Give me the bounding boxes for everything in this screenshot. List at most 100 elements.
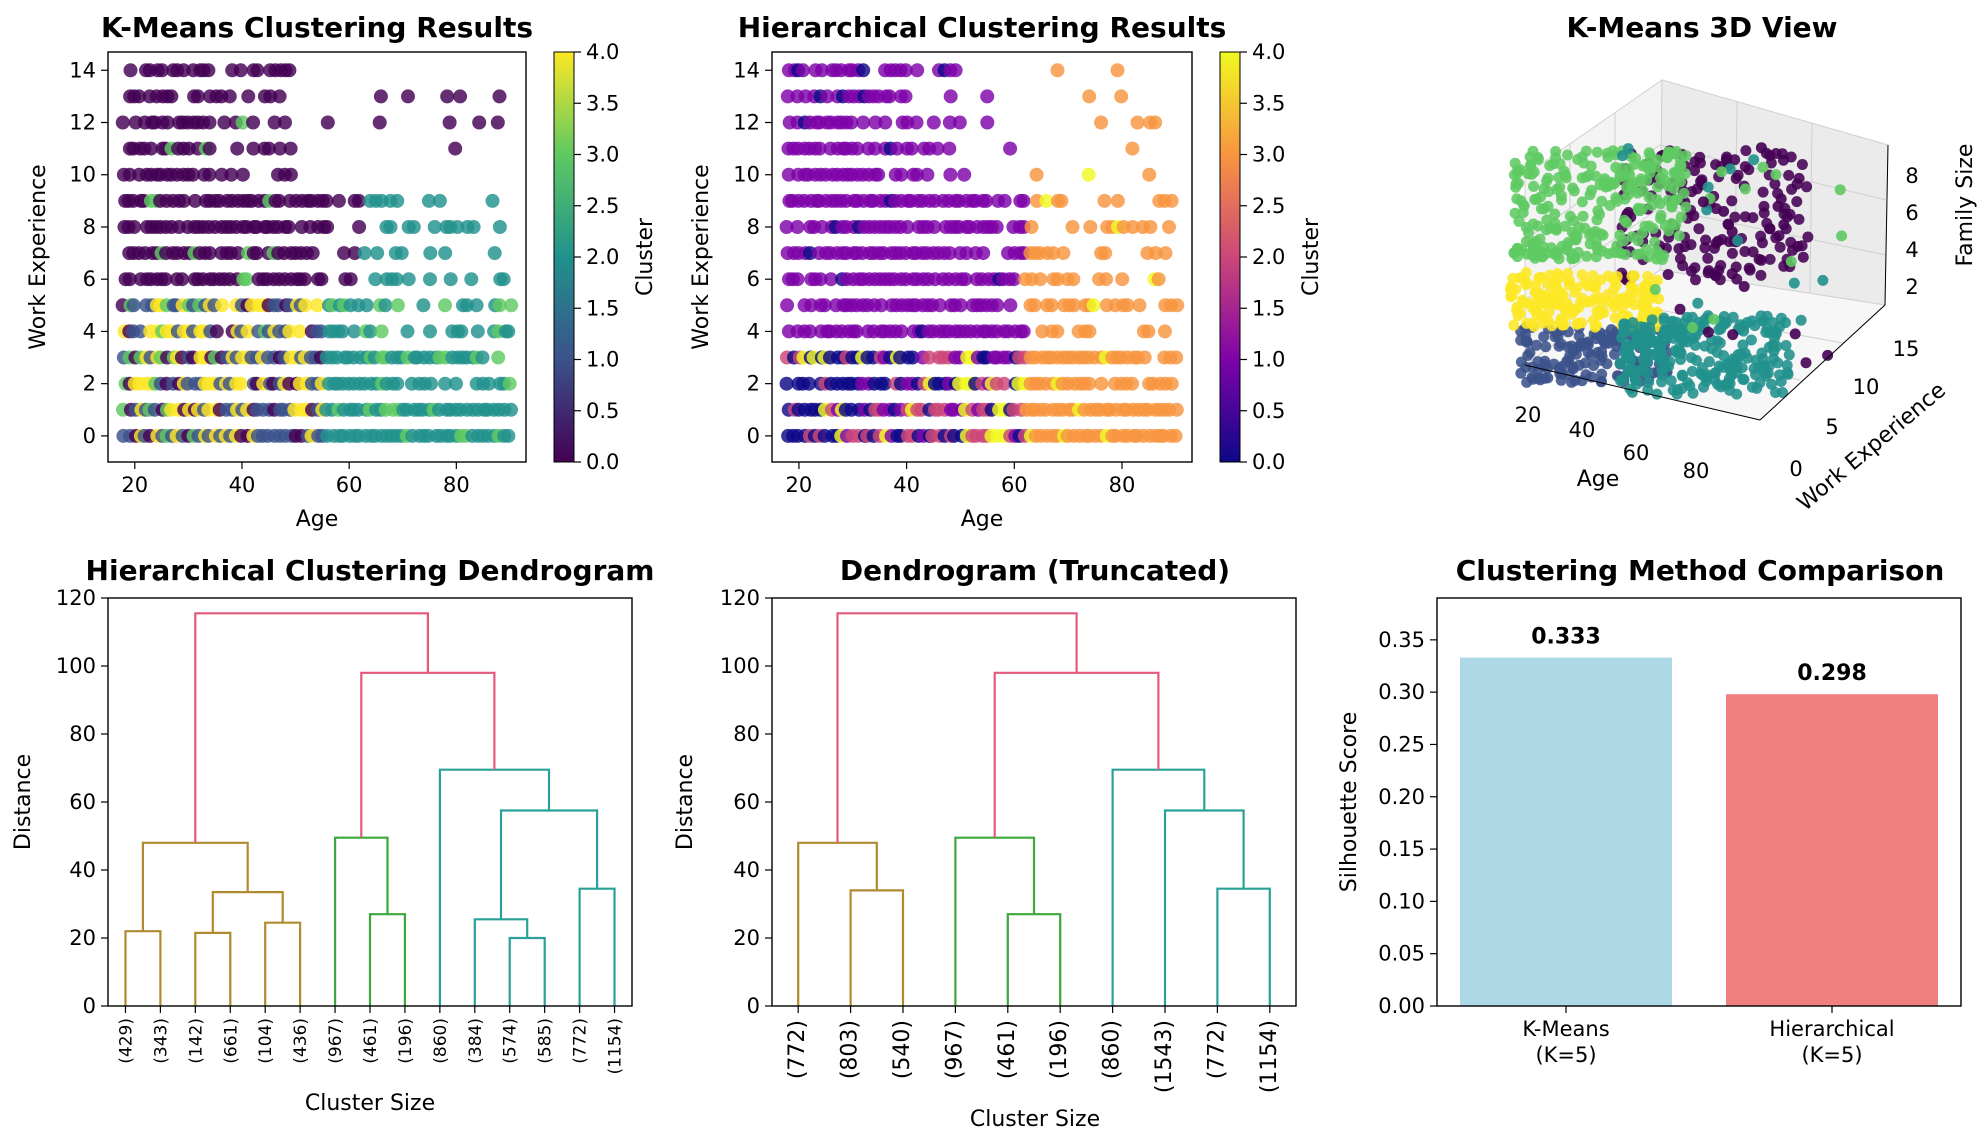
scatter-3d-point: [1702, 326, 1714, 338]
scatter-point: [1157, 324, 1172, 339]
y-tick-label: 0: [83, 994, 96, 1018]
scatter-3d-point: [1624, 351, 1636, 362]
scatter-point: [1164, 376, 1179, 391]
scatter-3d-point: [1784, 208, 1796, 220]
scatter-3d-point: [1746, 381, 1758, 393]
scatter-3d-point: [1528, 180, 1540, 192]
scatter-point: [812, 141, 827, 156]
scatter-3d-point: [1692, 297, 1704, 309]
colorbar-tick-label: 1.0: [1252, 348, 1285, 372]
leaf-label: (461): [361, 1018, 381, 1064]
scatter-point: [390, 193, 405, 208]
dendrogram-link: [499, 809, 599, 920]
leaf-label: (860): [431, 1018, 451, 1064]
scatter-3d-point: [1649, 236, 1661, 248]
scatter-point: [188, 193, 203, 208]
scatter-point: [1033, 272, 1048, 287]
scatter-3d-point: [1674, 253, 1686, 265]
scatter-point: [224, 167, 239, 182]
y-tick-label: 6: [83, 267, 96, 291]
scatter-point: [454, 324, 469, 339]
scatter-3d-point: [1760, 326, 1772, 338]
colorbar-tick-label: 3.5: [1252, 91, 1285, 115]
scatter-3d-point: [1511, 242, 1523, 254]
scatter-point: [1168, 428, 1183, 443]
scatter-3d-point: [1610, 192, 1622, 204]
scatter-point: [123, 63, 138, 78]
y-tick-label: 12: [733, 111, 760, 135]
scatter-3d-point: [1576, 196, 1588, 208]
scatter-3d-point: [1747, 212, 1759, 224]
scatter-3d-point: [1562, 237, 1574, 248]
scatter-point: [190, 89, 205, 104]
leaf-label: (661): [221, 1018, 241, 1064]
scatter-point: [1086, 298, 1101, 313]
scatter-3d-point: [1715, 260, 1727, 271]
scatter-3d-point: [1724, 163, 1736, 175]
scatter-point: [1169, 350, 1184, 365]
scatter-point: [844, 115, 859, 130]
scatter-3d-point: [1566, 308, 1578, 320]
scatter-3d-point: [1796, 159, 1808, 170]
scatter-point: [856, 115, 871, 130]
scatter-point: [1141, 324, 1156, 339]
x-tick-label: 80: [1109, 473, 1136, 497]
scatter-3d-point: [1693, 223, 1705, 235]
scatter-3d-point: [1708, 242, 1720, 254]
leaf-label: (803): [838, 1020, 863, 1079]
scatter-3d-point: [1702, 181, 1714, 193]
scatter-3d-point: [1761, 310, 1773, 322]
bar: [1460, 657, 1672, 1006]
scatter-point: [217, 115, 232, 130]
scatter-point: [144, 141, 158, 156]
dendrogram-link: [473, 918, 529, 1006]
scatter-3d-point: [1508, 319, 1520, 331]
workexp-tick: 15: [1893, 337, 1920, 361]
scatter-3d-point: [1533, 364, 1545, 375]
scatter-point: [246, 115, 261, 130]
colorbar-tick-label: 0.0: [586, 450, 619, 474]
scatter-3d-point: [1737, 339, 1749, 351]
scatter-point: [1142, 167, 1157, 182]
scatter-point: [438, 376, 453, 391]
scatter-3d-point: [1795, 314, 1807, 326]
scatter-point: [421, 193, 436, 208]
leaf-label: (772): [1204, 1020, 1229, 1079]
y-tick-label: 120: [720, 586, 760, 610]
y-tick-label: 0.10: [1378, 889, 1425, 913]
colorbar-tick-label: 1.0: [586, 348, 619, 372]
scatter-3d-point: [1566, 340, 1578, 352]
scatter-3d-point: [1702, 252, 1714, 264]
familysize-tick: 6: [1905, 201, 1918, 225]
scatter-3d-point: [1564, 350, 1576, 362]
scatter-point: [241, 89, 256, 104]
scatter-3d-point: [1775, 193, 1787, 205]
leaf-label: (585): [536, 1018, 556, 1064]
kmeans-scatter-title: K-Means Clustering Results: [101, 11, 533, 44]
scatter-3d-point: [1572, 154, 1584, 165]
y-tick-label: 0.20: [1378, 785, 1425, 809]
y-tick-label: 60: [733, 790, 760, 814]
scatter-point: [343, 272, 358, 287]
scatter-3d-point: [1515, 334, 1527, 346]
scatter-3d-point: [1509, 157, 1521, 169]
y-tick-label: 0.00: [1378, 994, 1425, 1018]
comparison-ylabel: Silhouette Score: [1337, 712, 1362, 892]
dendrogram-link: [264, 921, 302, 1006]
scatter-3d-point: [1671, 346, 1682, 358]
scatter-3d-point: [1505, 291, 1517, 303]
dendrogram-title: Hierarchical Clustering Dendrogram: [86, 554, 655, 587]
scatter-3d-point: [1675, 211, 1687, 223]
scatter-point: [185, 167, 200, 182]
axis-familysize-line: [1884, 144, 1889, 306]
scatter-point: [796, 63, 810, 78]
scatter-point: [815, 220, 829, 234]
scatter-3d-point: [1571, 318, 1583, 330]
scatter-point: [790, 220, 805, 234]
scatter-3d-point: [1549, 331, 1561, 343]
scatter-3d-point: [1596, 297, 1608, 309]
truncated-dendrogram-links: [797, 612, 1271, 1006]
scatter-3d-point: [1771, 341, 1783, 352]
truncated-dendrogram-xlabel: Cluster Size: [970, 1107, 1100, 1132]
scatter-3d-point: [1770, 232, 1782, 244]
